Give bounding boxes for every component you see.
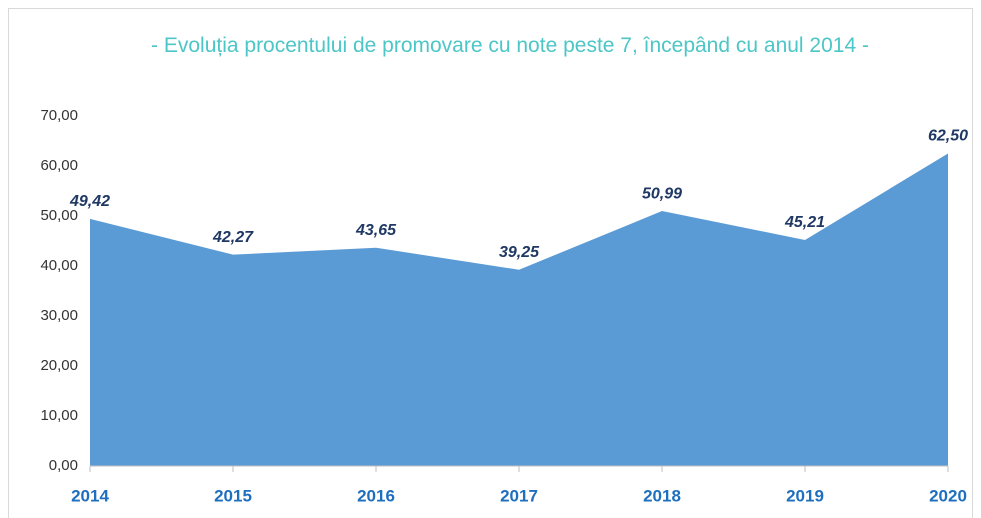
x-tick-label: 2015	[214, 486, 252, 505]
x-tick-label: 2020	[929, 486, 967, 505]
y-tick-label: 40,00	[40, 257, 78, 274]
x-tick-label: 2016	[357, 486, 395, 505]
data-label: 62,50	[928, 128, 968, 145]
y-tick-label: 30,00	[40, 307, 78, 324]
chart-title: - Evoluția procentului de promovare cu n…	[151, 34, 869, 57]
area	[90, 153, 948, 466]
data-label: 42,27	[212, 229, 254, 246]
data-label: 39,25	[499, 244, 540, 261]
y-tick-label: 20,00	[40, 357, 78, 374]
chart-border	[8, 8, 973, 518]
x-tick-label: 2018	[643, 486, 681, 505]
data-label: 43,65	[355, 222, 397, 239]
y-tick-label: 60,00	[40, 157, 78, 174]
y-tick-label: 10,00	[40, 407, 78, 424]
data-label: 50,99	[642, 185, 682, 202]
data-label: 49,42	[69, 193, 110, 210]
y-tick-label: 70,00	[40, 107, 78, 124]
y-tick-label: 50,00	[40, 207, 78, 224]
x-tick-label: 2017	[500, 486, 538, 505]
x-tick-label: 2014	[71, 486, 109, 505]
data-label: 45,21	[784, 214, 825, 231]
x-tick-label: 2019	[786, 486, 824, 505]
y-tick-label: 0,00	[49, 457, 78, 474]
